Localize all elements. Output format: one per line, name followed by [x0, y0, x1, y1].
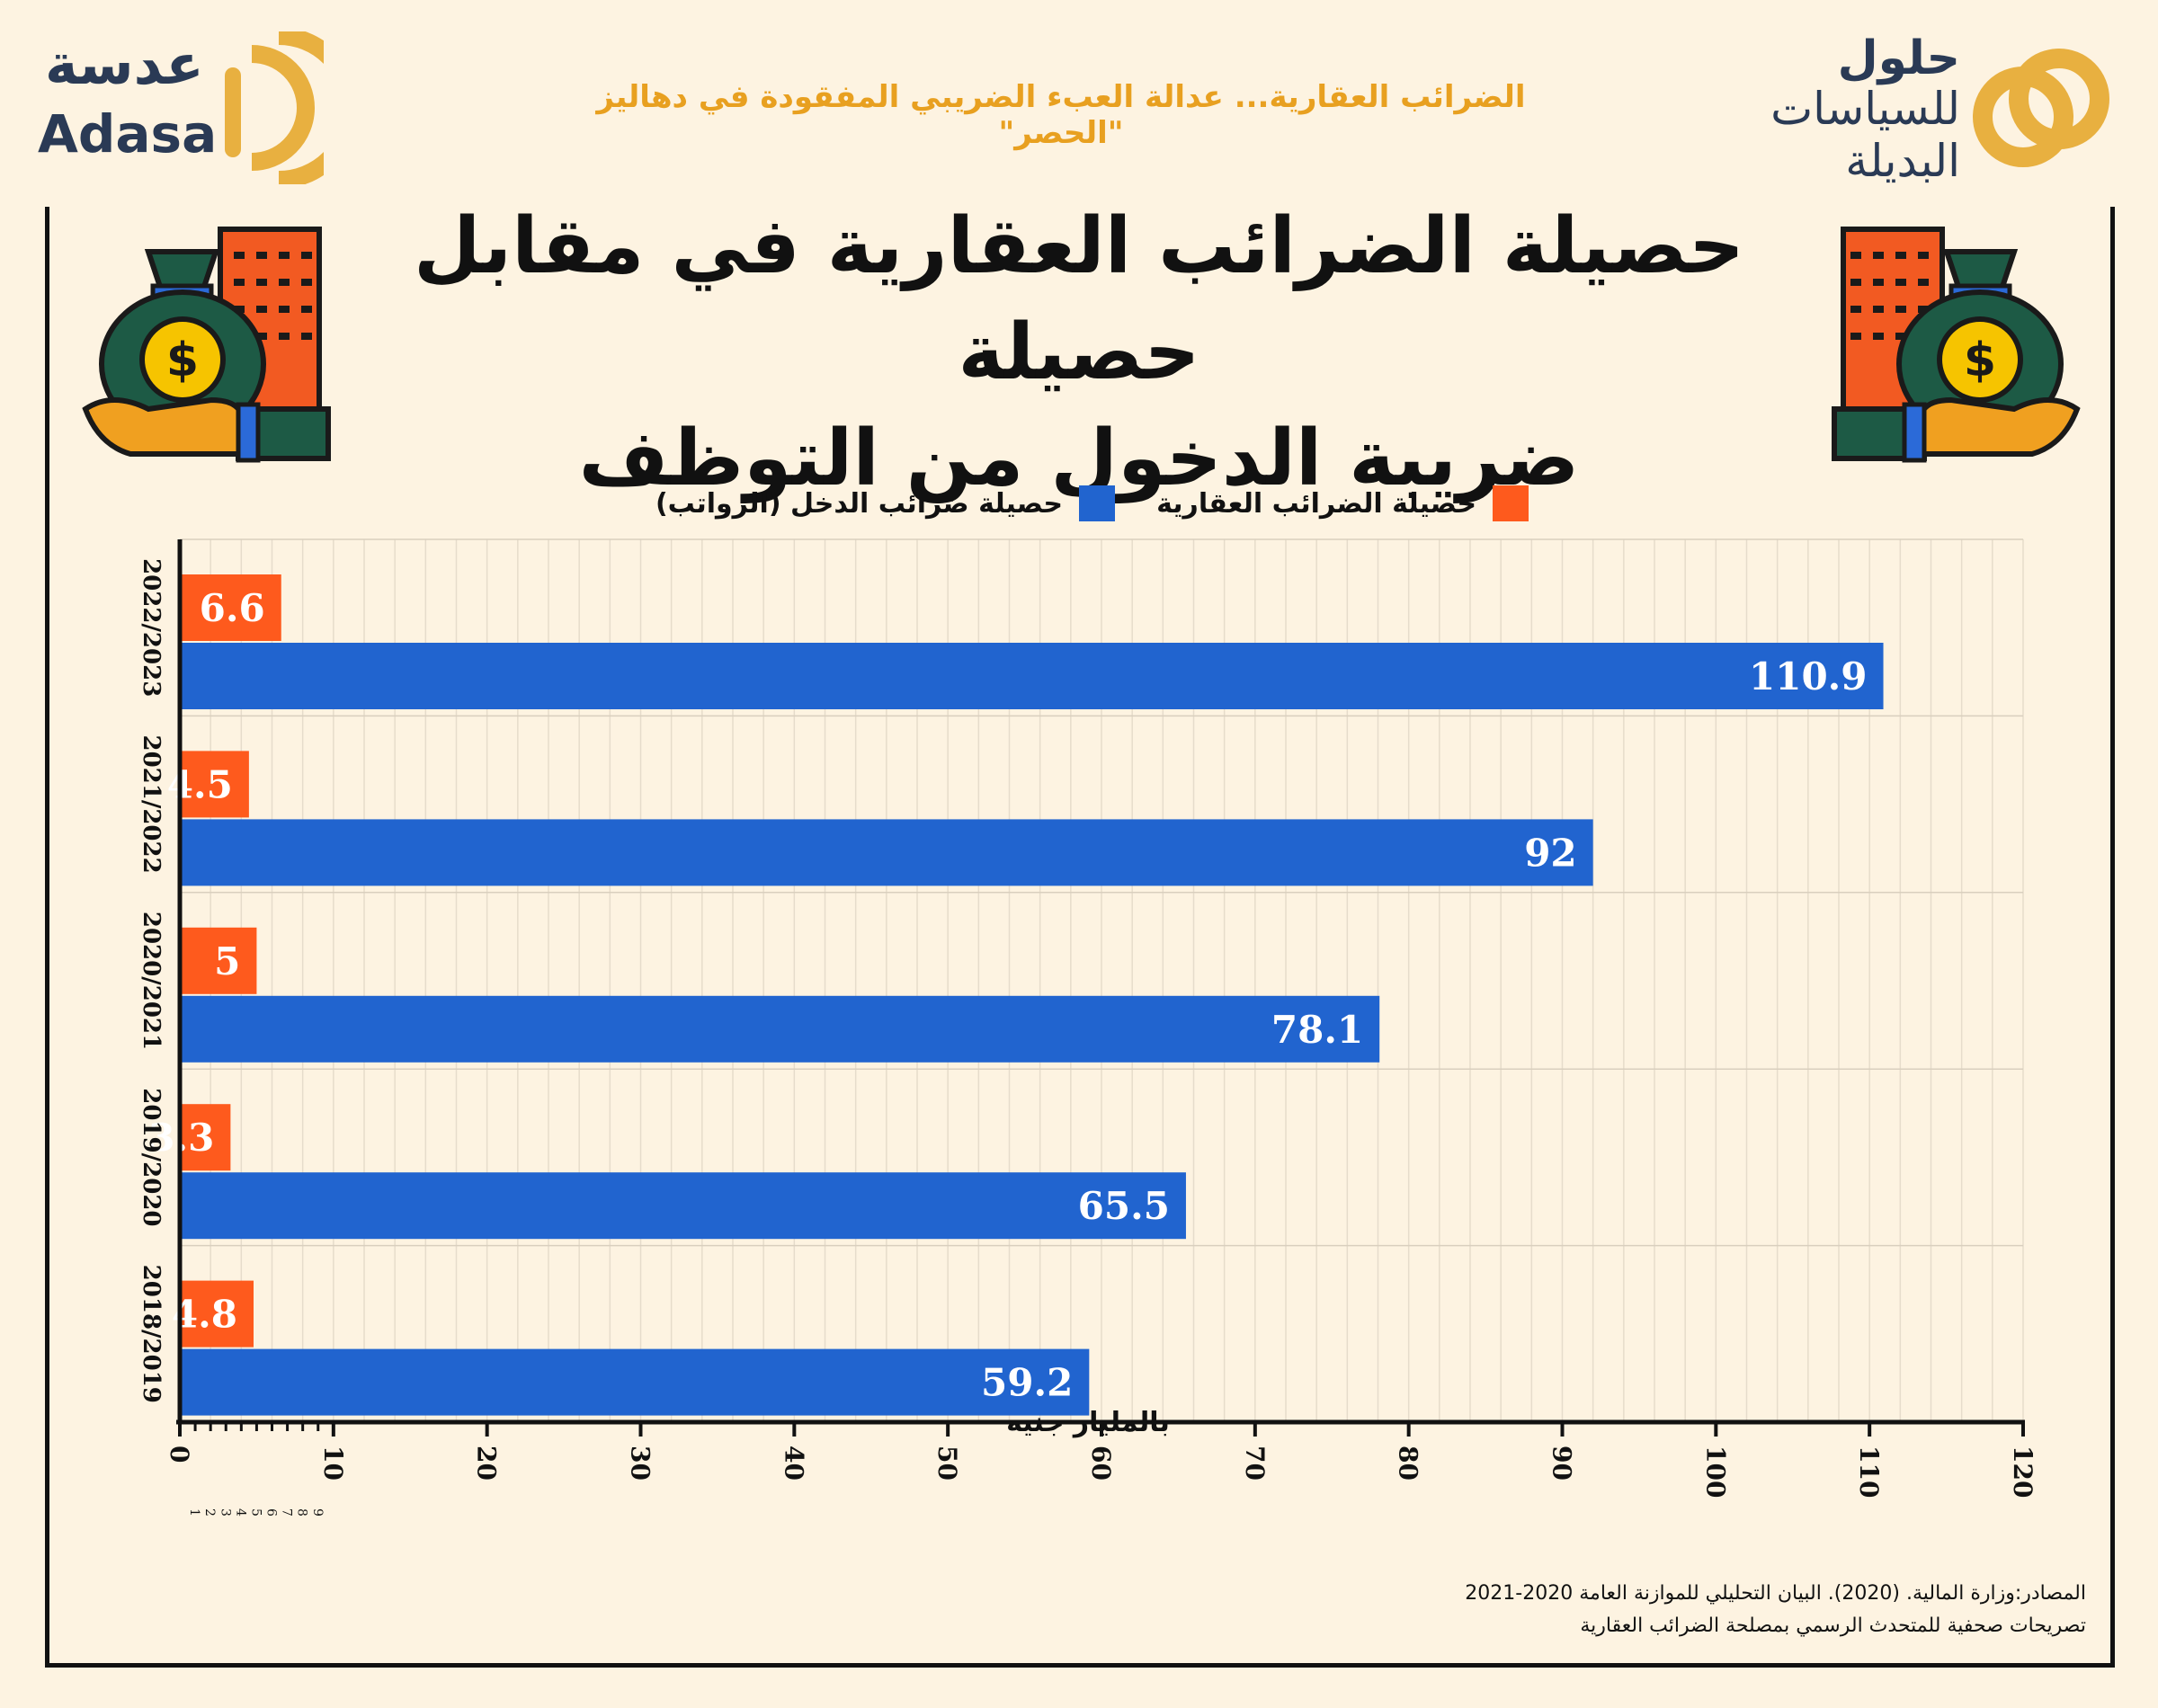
- hulul-logo: حلول للسياسات البديلة: [1762, 27, 2122, 198]
- x-minor-tick-label: 4: [233, 1508, 247, 1517]
- x-tick-label: 40: [779, 1446, 808, 1481]
- x-minor-tick-label: 7: [280, 1508, 294, 1517]
- data-label-income: 92: [1524, 831, 1576, 875]
- x-minor-tick-label: 9: [310, 1508, 325, 1517]
- x-tick-label: 110: [1854, 1446, 1884, 1498]
- legend-item-income: حصيلة ضرائب الدخل (الرواتب): [655, 481, 1115, 526]
- data-label-real-estate: 5: [214, 939, 240, 983]
- x-tick-label: 0: [165, 1446, 194, 1463]
- bar-real-estate: [180, 751, 249, 818]
- x-tick-label: 60: [1086, 1446, 1116, 1481]
- adasa-logo-arabic: عدسة: [45, 31, 204, 97]
- svg-text:$: $: [1964, 334, 1996, 387]
- category-label: 2020/2021: [138, 912, 165, 1050]
- legend-label-real-estate: حصيلة الضرائب العقارية: [1156, 487, 1476, 520]
- svg-text:$: $: [166, 334, 199, 387]
- bar-income: [180, 995, 1380, 1063]
- chart-title-line1: حصيلة الضرائب العقارية في مقابل حصيلة: [414, 201, 1744, 397]
- hulul-logo-line3: البديلة: [1845, 135, 1960, 187]
- bar-income: [180, 643, 1884, 709]
- adasa-logo-latin: Adasa: [38, 103, 218, 165]
- money-illustration-left: $: [82, 227, 331, 463]
- money-illustration-right: $: [1832, 227, 2081, 463]
- x-tick-label: 70: [1240, 1446, 1270, 1481]
- x-minor-tick-label: 3: [218, 1508, 232, 1517]
- hulul-logo-line2: للسياسات: [1770, 83, 1960, 135]
- category-label: 2022/2023: [138, 558, 165, 697]
- bar-real-estate: [180, 1104, 231, 1171]
- x-tick-label: 20: [472, 1446, 502, 1481]
- x-tick-label: 50: [932, 1446, 962, 1481]
- x-tick-label: 10: [318, 1446, 348, 1481]
- chart-title: حصيلة الضرائب العقارية في مقابل حصيلة ضر…: [324, 193, 1834, 512]
- bar-income: [180, 1172, 1186, 1240]
- x-tick-label: 120: [2008, 1446, 2038, 1498]
- x-minor-tick-label: 6: [264, 1508, 279, 1517]
- category-label: 2021/2022: [138, 734, 165, 873]
- x-tick-label: 80: [1394, 1446, 1423, 1481]
- bar-real-estate: [180, 927, 257, 994]
- chart-legend: حصيلة الضرائب العقارية حصيلة ضرائب الدخل…: [629, 481, 1529, 526]
- category-label: 2019/2020: [138, 1088, 165, 1226]
- bar-real-estate: [180, 574, 281, 641]
- x-axis-label: بالمليار جنيه: [1006, 1407, 1170, 1438]
- category-label: 2018/2019: [138, 1265, 165, 1403]
- data-label-income: 59.2: [981, 1361, 1073, 1405]
- bar-real-estate: [180, 1280, 254, 1348]
- adasa-logo: عدسة Adasa: [27, 31, 324, 184]
- x-minor-tick-label: 2: [202, 1508, 217, 1517]
- legend-swatch-income: [1079, 485, 1115, 521]
- legend-label-income: حصيلة ضرائب الدخل (الرواتب): [655, 487, 1063, 520]
- content-frame: [45, 207, 2115, 1668]
- legend-item-real-estate: حصيلة الضرائب العقارية: [1156, 481, 1529, 526]
- x-tick-label: 100: [1700, 1446, 1730, 1498]
- x-minor-tick-label: 8: [295, 1508, 309, 1517]
- x-minor-tick-label: 1: [187, 1508, 201, 1517]
- legend-swatch-real-estate: [1493, 485, 1529, 521]
- chart-title-line2: ضريبة الدخول من التوظف: [578, 414, 1580, 503]
- data-label-income: 78.1: [1271, 1008, 1363, 1052]
- lens-icon: [225, 31, 324, 184]
- hulul-logo-line1: حلول: [1837, 31, 1960, 85]
- data-label-real-estate: 4.5: [167, 762, 233, 806]
- source-note: المصادر:وزارة المالية. (2020). البيان ال…: [1465, 1578, 2086, 1642]
- rings-icon: [1973, 49, 2109, 167]
- x-tick-label: 30: [626, 1446, 655, 1481]
- data-label-real-estate: 6.6: [200, 586, 265, 630]
- bar-income: [180, 1348, 1090, 1416]
- hand-icon: [82, 396, 261, 463]
- bar-income: [180, 819, 1593, 886]
- header-subtitle: الضرائب العقارية... عدالة العبء الضريبي …: [596, 79, 1526, 151]
- data-label-real-estate: 4.8: [172, 1293, 237, 1337]
- source-line2: تصريحات صحفية للمتحدث الرسمي بمصلحة الضر…: [1580, 1615, 2086, 1637]
- data-label-income: 65.5: [1078, 1184, 1170, 1228]
- x-tick-label: 90: [1547, 1446, 1577, 1481]
- x-minor-tick-label: 5: [248, 1508, 263, 1517]
- data-label-income: 110.9: [1749, 654, 1868, 698]
- source-line1: المصادر:وزارة المالية. (2020). البيان ال…: [1465, 1582, 2086, 1605]
